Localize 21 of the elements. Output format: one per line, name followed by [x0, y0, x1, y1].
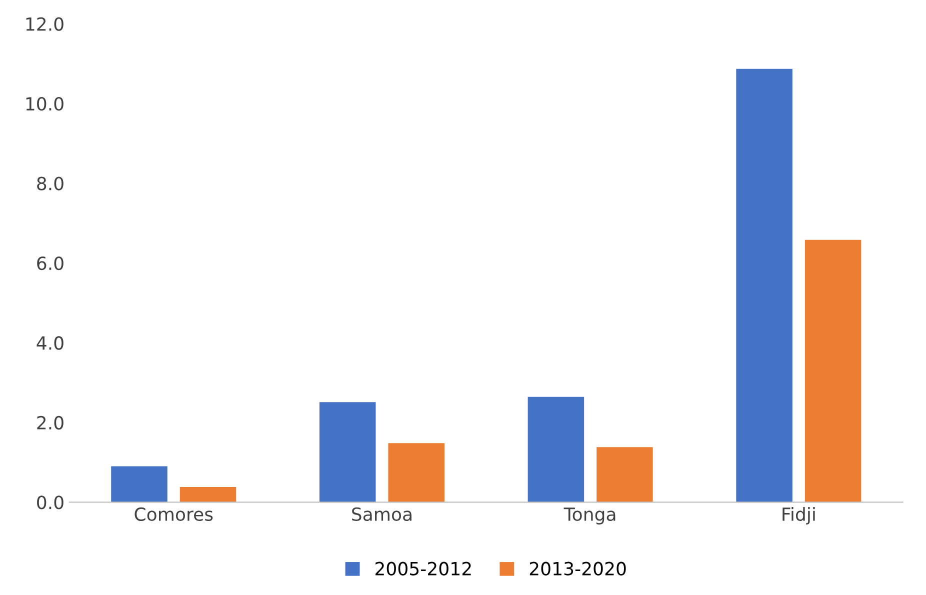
bar — [528, 396, 584, 502]
y-tick-label: 4.0 — [36, 336, 64, 350]
y-tick-label: 2.0 — [37, 416, 64, 430]
bar — [180, 487, 236, 502]
x-tick-label: Tonga — [564, 508, 616, 525]
x-tick-label: Comores — [134, 507, 213, 522]
y-tick-label: 0.0 — [37, 496, 64, 510]
x-tick-label: Fidji — [782, 507, 815, 525]
y-tick-label: 6.0 — [37, 256, 64, 270]
y-tick-label: 12.0 — [26, 17, 64, 31]
y-tick-label: 8.0 — [37, 176, 64, 190]
bar — [596, 447, 653, 502]
legend-label: 2013-2020 — [530, 562, 626, 576]
y-tick-label: 10.0 — [26, 96, 64, 111]
legend-label: 2005-2012 — [376, 562, 471, 576]
x-tick-label: Samoa — [352, 507, 412, 522]
bar — [804, 240, 862, 502]
bar — [111, 466, 168, 502]
bar — [736, 68, 792, 502]
bar — [388, 443, 444, 502]
bar — [319, 402, 376, 502]
